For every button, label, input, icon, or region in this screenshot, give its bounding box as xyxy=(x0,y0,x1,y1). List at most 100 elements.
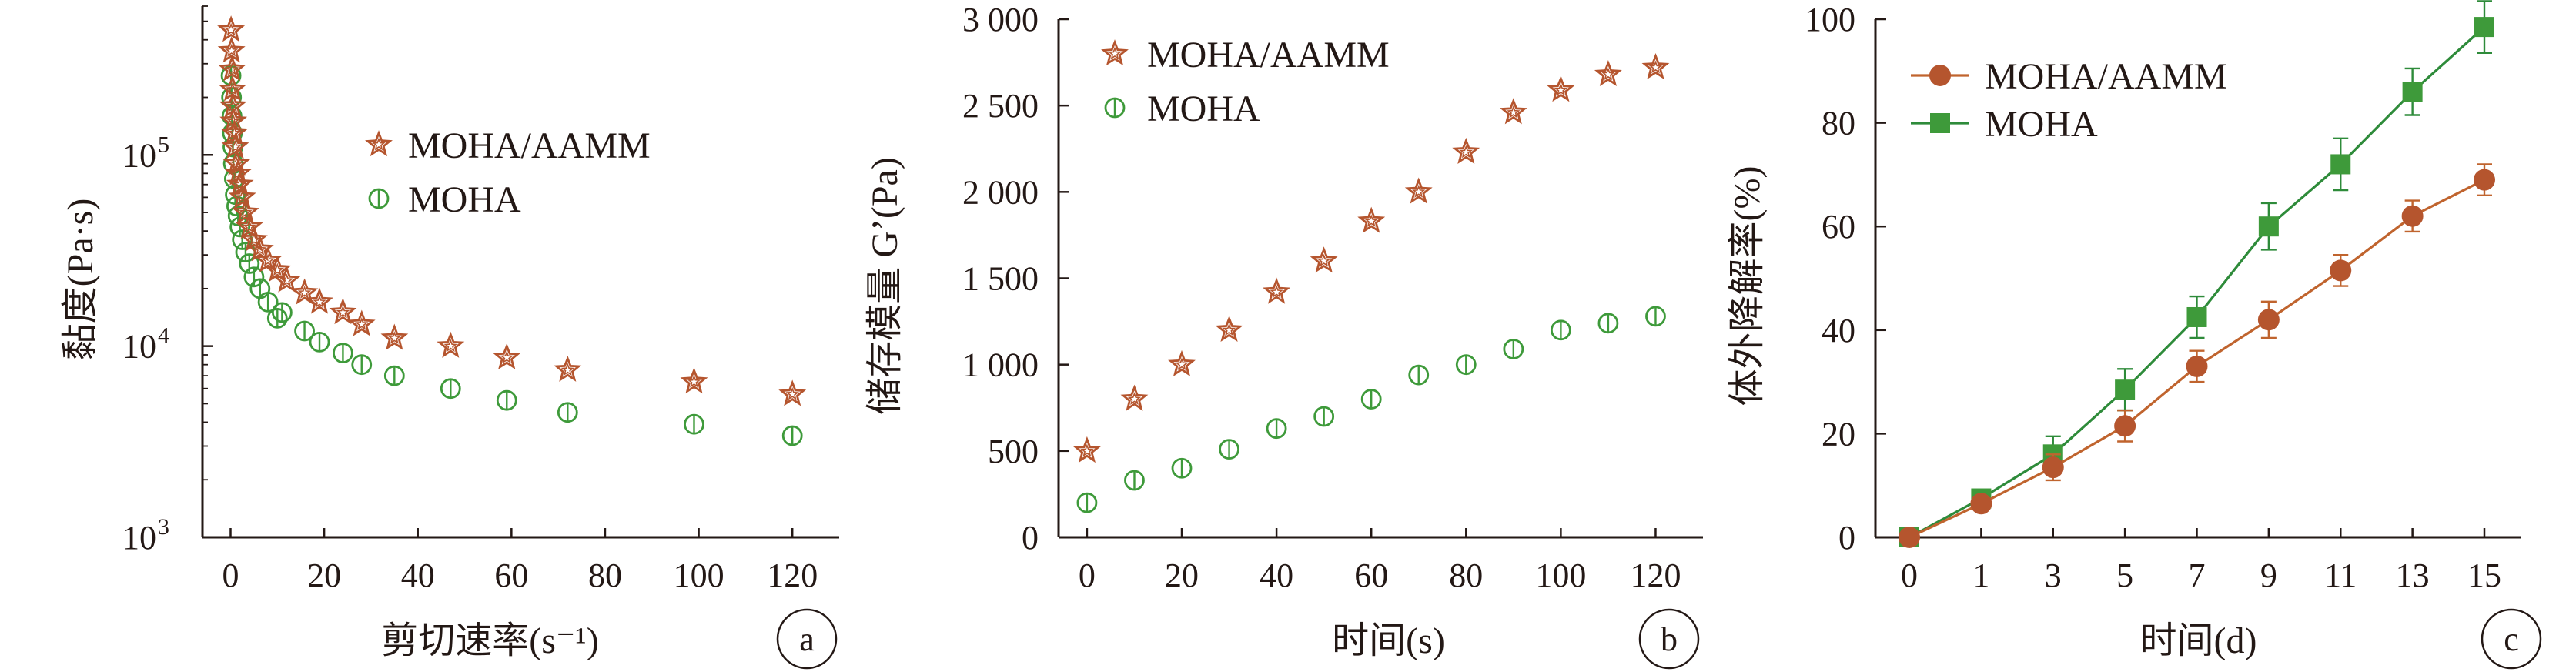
data-point-star xyxy=(1120,384,1149,411)
legend-label-moha-aamm: MOHA/AAMM xyxy=(1985,56,2227,97)
x-tick-label: 0 xyxy=(1079,557,1096,594)
x-tick-label: 40 xyxy=(1260,557,1293,594)
x-axis-label: 剪切速率(s⁻¹) xyxy=(381,620,598,661)
data-point-star xyxy=(1310,246,1338,273)
data-point-circle xyxy=(1645,306,1666,327)
legend-marker-moha xyxy=(1911,113,1969,133)
x-tick-label: 100 xyxy=(1535,557,1586,594)
data-point-star xyxy=(1594,59,1622,86)
data-point-star xyxy=(218,55,246,82)
panel-letter-text: b xyxy=(1661,620,1678,658)
data-point-circle xyxy=(1313,406,1335,427)
y-tick-label: 10 4 xyxy=(122,323,169,366)
x-tick-label: 100 xyxy=(674,557,724,594)
y-tick-label: 10 3 xyxy=(122,514,169,557)
data-point-circle xyxy=(496,389,517,411)
data-point-star xyxy=(217,36,246,63)
y-tick-base: 10 xyxy=(122,328,156,366)
data-point-circle xyxy=(1171,457,1193,479)
y-tick-label: 40 xyxy=(1822,312,1855,349)
legend: MOHA/AAMM MOHA xyxy=(365,125,651,220)
data-point-star xyxy=(228,182,256,209)
data-point-star xyxy=(1357,206,1386,233)
data-point-star xyxy=(1404,177,1433,204)
y-tick-label: 2 000 xyxy=(962,173,1039,211)
y-tick-label: 2 500 xyxy=(962,87,1039,125)
y-tick-label: 3 000 xyxy=(962,1,1039,38)
legend-label-moha: MOHA xyxy=(1147,89,1260,129)
series-moha xyxy=(1076,306,1666,513)
x-tick-label: 40 xyxy=(401,557,435,594)
y-tick-label: 1 000 xyxy=(962,346,1039,384)
data-point-circle xyxy=(557,402,578,423)
data-point-star xyxy=(554,355,582,382)
legend-marker-moha-aamm xyxy=(1911,65,1969,86)
data-point-circle xyxy=(294,320,315,342)
data-point-star xyxy=(273,266,301,293)
y-axis-label: 体外降解率(%) xyxy=(1727,166,1768,406)
data-point-star xyxy=(778,379,807,406)
data-point-circle xyxy=(333,343,353,364)
legend: MOHA/AAMM MOHA xyxy=(1101,35,1390,129)
series-moha xyxy=(220,65,803,446)
data-point-circle xyxy=(1266,418,1287,440)
legend-label-moha-aamm: MOHA/AAMM xyxy=(1147,35,1390,75)
data-point-star xyxy=(493,343,521,369)
legend-label-moha-aamm: MOHA/AAMM xyxy=(408,125,651,166)
data-point-circle xyxy=(383,365,405,386)
data-point-circle xyxy=(1899,527,1920,548)
data-point-star xyxy=(1452,137,1480,165)
data-point-star xyxy=(232,198,259,225)
data-point-circle xyxy=(309,331,330,353)
x-tick-label: 120 xyxy=(1630,557,1681,594)
x-tick-label: 13 xyxy=(2396,557,2430,594)
data-point-circle xyxy=(1076,492,1098,513)
y-tick-label: 60 xyxy=(1822,208,1855,246)
y-tick-exponent: 3 xyxy=(158,514,169,540)
data-point-star xyxy=(1073,436,1101,463)
data-point-star xyxy=(263,255,292,282)
x-tick-label: 0 xyxy=(222,557,239,594)
data-point-star xyxy=(347,309,376,336)
data-point-circle xyxy=(1124,470,1145,491)
panel-label-a: a xyxy=(776,608,838,670)
legend-label-moha: MOHA xyxy=(1985,104,2098,145)
y-tick-label: 1 500 xyxy=(962,260,1039,298)
y-tick-label: 20 xyxy=(1822,415,1855,453)
x-tick-label: 7 xyxy=(2189,557,2206,594)
legend: MOHA/AAMM MOHA xyxy=(1911,56,2227,145)
x-tick-label: 0 xyxy=(1901,557,1918,594)
data-point-star xyxy=(329,298,357,325)
data-point-circle xyxy=(2114,415,2136,437)
data-point-circle xyxy=(266,307,288,329)
legend-marker-moha xyxy=(368,188,390,209)
data-point-circle xyxy=(1970,493,1992,515)
y-tick-label: 0 xyxy=(1022,519,1039,557)
data-point-circle xyxy=(781,425,803,446)
y-tick-exponent: 5 xyxy=(158,132,169,157)
data-point-star xyxy=(1263,277,1291,304)
data-point-square xyxy=(2186,306,2207,327)
y-tick-label: 100 xyxy=(1805,1,1855,38)
data-point-circle xyxy=(1408,364,1430,386)
legend-label-moha: MOHA xyxy=(408,179,521,220)
data-point-star xyxy=(680,367,708,394)
data-point-circle xyxy=(1455,354,1477,376)
y-tick-base: 10 xyxy=(122,519,156,557)
data-point-circle xyxy=(271,302,293,323)
data-point-square xyxy=(2258,216,2279,237)
y-tick-base: 10 xyxy=(122,136,156,174)
data-point-circle xyxy=(684,413,704,435)
data-point-star xyxy=(1547,75,1575,102)
data-point-circle xyxy=(2257,309,2280,331)
data-point-star xyxy=(221,132,249,159)
data-point-star xyxy=(246,235,274,262)
x-tick-label: 60 xyxy=(1354,557,1388,594)
data-point-circle xyxy=(1219,439,1239,460)
legend-marker-moha xyxy=(1104,97,1126,119)
data-point-circle xyxy=(1550,319,1571,341)
data-point-circle xyxy=(1360,389,1382,410)
data-point-circle xyxy=(1503,339,1524,359)
data-point-circle xyxy=(2186,355,2208,377)
